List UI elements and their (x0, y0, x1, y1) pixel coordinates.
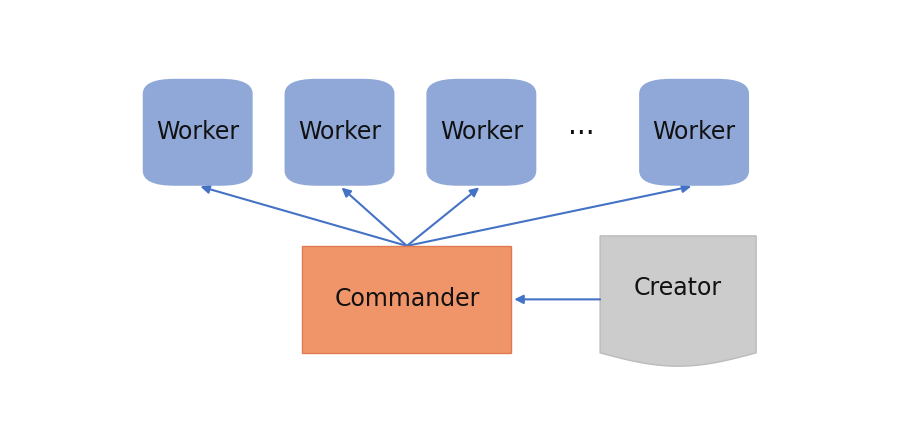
Text: Worker: Worker (440, 120, 522, 144)
Text: Worker: Worker (652, 120, 736, 144)
Text: Worker: Worker (156, 120, 239, 144)
FancyBboxPatch shape (285, 79, 394, 186)
FancyBboxPatch shape (639, 79, 749, 186)
FancyBboxPatch shape (426, 79, 536, 186)
Text: ···: ··· (567, 120, 594, 148)
FancyArrowPatch shape (517, 296, 600, 303)
Text: Worker: Worker (298, 120, 381, 144)
Text: Commander: Commander (334, 287, 479, 311)
FancyArrowPatch shape (407, 189, 478, 246)
Polygon shape (600, 236, 756, 366)
FancyBboxPatch shape (143, 79, 253, 186)
FancyArrowPatch shape (407, 185, 689, 246)
FancyArrowPatch shape (343, 189, 407, 246)
Text: Creator: Creator (634, 276, 722, 299)
FancyBboxPatch shape (302, 246, 511, 353)
FancyArrowPatch shape (202, 186, 407, 246)
